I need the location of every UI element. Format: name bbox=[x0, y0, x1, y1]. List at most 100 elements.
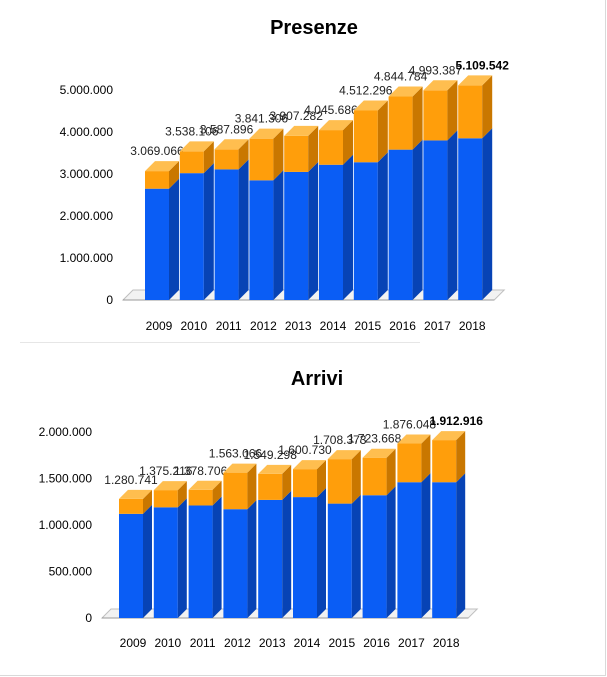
arrivi-bar-segment-top-side bbox=[317, 460, 326, 498]
presenze-x-tick: 2013 bbox=[285, 319, 312, 333]
presenze-bar-segment-base bbox=[179, 173, 204, 300]
presenze-data-label: 3.587.896 bbox=[200, 122, 254, 136]
presenze-x-tick: 2014 bbox=[320, 319, 347, 333]
presenze-bar-top-face bbox=[353, 100, 388, 111]
presenze-x-tick: 2018 bbox=[459, 319, 486, 333]
presenze-bar-segment-top bbox=[284, 135, 309, 172]
presenze-bar-top-face bbox=[179, 141, 214, 152]
presenze-data-label: 4.045.686 bbox=[304, 103, 358, 117]
presenze-bar-segment-top-side bbox=[377, 100, 388, 163]
presenze-bar-segment-top bbox=[214, 149, 239, 170]
presenze-bar-segment-base-side bbox=[308, 161, 319, 300]
arrivi-bar-segment-top-side bbox=[212, 480, 222, 506]
arrivi-y-tick: 1.000.000 bbox=[39, 518, 93, 532]
arrivi-bar-2014 bbox=[293, 460, 326, 618]
presenze-bar-top-face bbox=[284, 125, 319, 136]
presenze-bar-segment-top bbox=[145, 171, 169, 189]
divider bbox=[20, 342, 420, 343]
presenze-data-label: 3.069.066 bbox=[130, 144, 184, 158]
arrivi-bar-2009 bbox=[119, 489, 152, 618]
arrivi-bar-top-face bbox=[432, 431, 466, 441]
presenze-data-label: 3.907.282 bbox=[270, 109, 324, 123]
presenze-bar-segment-top bbox=[179, 151, 204, 174]
presenze-data-label: 4.844.784 bbox=[374, 70, 428, 84]
presenze-x-tick: 2016 bbox=[389, 319, 416, 333]
arrivi-bar-segment-base bbox=[327, 503, 352, 618]
presenze-bar-segment-base bbox=[145, 188, 169, 300]
arrivi-bar-segment-top-side bbox=[421, 434, 431, 483]
presenze-title: Presenze bbox=[270, 17, 358, 39]
presenze-bar-segment-base bbox=[388, 149, 413, 300]
arrivi-x-tick: 2016 bbox=[363, 636, 390, 650]
presenze-bar-2016 bbox=[388, 86, 423, 300]
presenze-bar-segment-base-side bbox=[343, 154, 353, 300]
presenze-bar-2017 bbox=[423, 80, 458, 300]
arrivi-bar-top-face bbox=[223, 463, 257, 473]
arrivi-x-tick: 2018 bbox=[433, 636, 460, 650]
arrivi-x-tick: 2009 bbox=[120, 636, 147, 650]
presenze-bar-2014 bbox=[319, 120, 353, 300]
presenze-data-label: 3.841.306 bbox=[235, 112, 289, 126]
arrivi-bar-segment-base bbox=[153, 507, 178, 618]
presenze-bar-segment-base-side bbox=[412, 139, 423, 300]
presenze-bar-top-face bbox=[458, 75, 493, 86]
presenze-data-label: 3.538.106 bbox=[165, 124, 219, 138]
arrivi-data-label: 1.708.373 bbox=[313, 433, 367, 447]
presenze-bar-segment-base bbox=[249, 180, 274, 300]
arrivi-bar-top-face bbox=[119, 489, 152, 499]
arrivi-bar-segment-top bbox=[119, 498, 143, 514]
presenze-data-label: 5.109.542 bbox=[456, 58, 510, 72]
presenze-bar-segment-top-side bbox=[343, 120, 353, 165]
presenze-y-tick: 2.000.000 bbox=[60, 209, 114, 223]
presenze-bar-segment-base bbox=[284, 171, 309, 300]
arrivi-data-label: 1.375.216 bbox=[139, 464, 193, 478]
arrivi-x-tick: 2012 bbox=[224, 636, 251, 650]
presenze-x-tick: 2015 bbox=[354, 319, 381, 333]
presenze-data-label: 4.512.296 bbox=[339, 83, 393, 97]
presenze-bar-segment-top-side bbox=[203, 141, 214, 174]
arrivi-x-tick: 2011 bbox=[190, 636, 216, 650]
arrivi-bar-segment-base bbox=[293, 497, 317, 618]
presenze-bar-2015 bbox=[353, 100, 388, 300]
presenze-bar-segment-base bbox=[214, 169, 239, 300]
presenze-bar-top-face bbox=[145, 161, 179, 172]
presenze-bar-segment-base-side bbox=[482, 128, 493, 300]
arrivi-bar-segment-top-side bbox=[247, 463, 257, 510]
arrivi-data-label: 1.549.298 bbox=[244, 448, 298, 462]
presenze-bar-segment-top-side bbox=[273, 128, 284, 181]
arrivi-data-label: 1.600.730 bbox=[278, 443, 332, 457]
presenze-bar-top-face bbox=[214, 139, 249, 150]
presenze-bar-segment-top bbox=[353, 110, 378, 163]
presenze-x-tick: 2009 bbox=[146, 319, 173, 333]
arrivi-bar-segment-base-side bbox=[456, 473, 466, 618]
presenze-bar-segment-base-side bbox=[377, 152, 388, 300]
presenze-bar-segment-top-side bbox=[447, 80, 458, 141]
arrivi-bar-segment-top bbox=[188, 489, 213, 506]
presenze-y-tick: 5.000.000 bbox=[60, 83, 114, 97]
arrivi-bar-top-face bbox=[362, 448, 396, 458]
arrivi-bar-segment-base bbox=[188, 505, 213, 618]
arrivi-bar-segment-top bbox=[397, 443, 422, 483]
arrivi-bar-top-face bbox=[293, 460, 326, 470]
arrivi-y-tick: 500.000 bbox=[49, 565, 93, 579]
presenze-bar-top-face bbox=[249, 128, 284, 139]
arrivi-bar-segment-base-side bbox=[212, 496, 222, 618]
presenze-x-tick: 2012 bbox=[250, 319, 277, 333]
presenze-bar-top-face bbox=[319, 120, 353, 131]
presenze-bar-segment-base bbox=[423, 140, 448, 300]
arrivi-bar-segment-top-side bbox=[351, 450, 361, 504]
arrivi-bar-segment-top bbox=[223, 472, 248, 510]
arrivi-data-label: 1.723.668 bbox=[348, 432, 402, 446]
arrivi-bar-2012 bbox=[223, 463, 257, 618]
arrivi-bar-2016 bbox=[362, 448, 396, 618]
presenze-bar-2012 bbox=[249, 128, 284, 300]
presenze-x-tick: 2010 bbox=[180, 319, 207, 333]
presenze-bar-segment-base-side bbox=[238, 159, 249, 300]
arrivi-bar-segment-base bbox=[432, 482, 457, 618]
arrivi-y-tick: 0 bbox=[85, 611, 92, 625]
arrivi-bar-segment-top bbox=[153, 490, 178, 508]
presenze-y-tick: 4.000.000 bbox=[60, 125, 114, 139]
arrivi-x-tick: 2010 bbox=[154, 636, 181, 650]
arrivi-bar-segment-base-side bbox=[282, 490, 292, 618]
arrivi-bar-top-face bbox=[397, 434, 431, 444]
